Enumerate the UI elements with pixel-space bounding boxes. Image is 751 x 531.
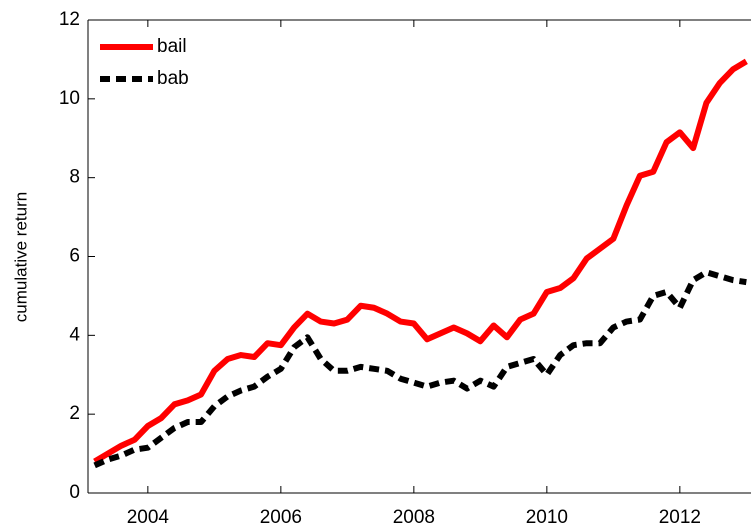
- plot-area: [93, 58, 748, 469]
- x-tick-label: 2006: [260, 507, 302, 528]
- y-axis-label: cumulative return: [11, 192, 30, 322]
- x-tick-label: 2010: [526, 507, 568, 528]
- x-tick-label: 2008: [393, 507, 435, 528]
- y-tick-label: 12: [59, 9, 80, 30]
- y-tick-label: 4: [69, 324, 80, 345]
- y-tick-label: 10: [59, 88, 80, 109]
- y-tick-label: 8: [69, 167, 80, 188]
- series-line: [93, 269, 747, 469]
- y-tick-label: 6: [69, 246, 80, 267]
- y-tick-label: 2: [69, 403, 80, 424]
- y-tick-label: 0: [69, 482, 80, 503]
- legend-label: bab: [157, 68, 189, 89]
- x-tick-label: 2004: [127, 507, 170, 528]
- series-line: [93, 58, 748, 465]
- x-tick-label: 2012: [659, 507, 701, 528]
- legend-label: bail: [157, 36, 187, 57]
